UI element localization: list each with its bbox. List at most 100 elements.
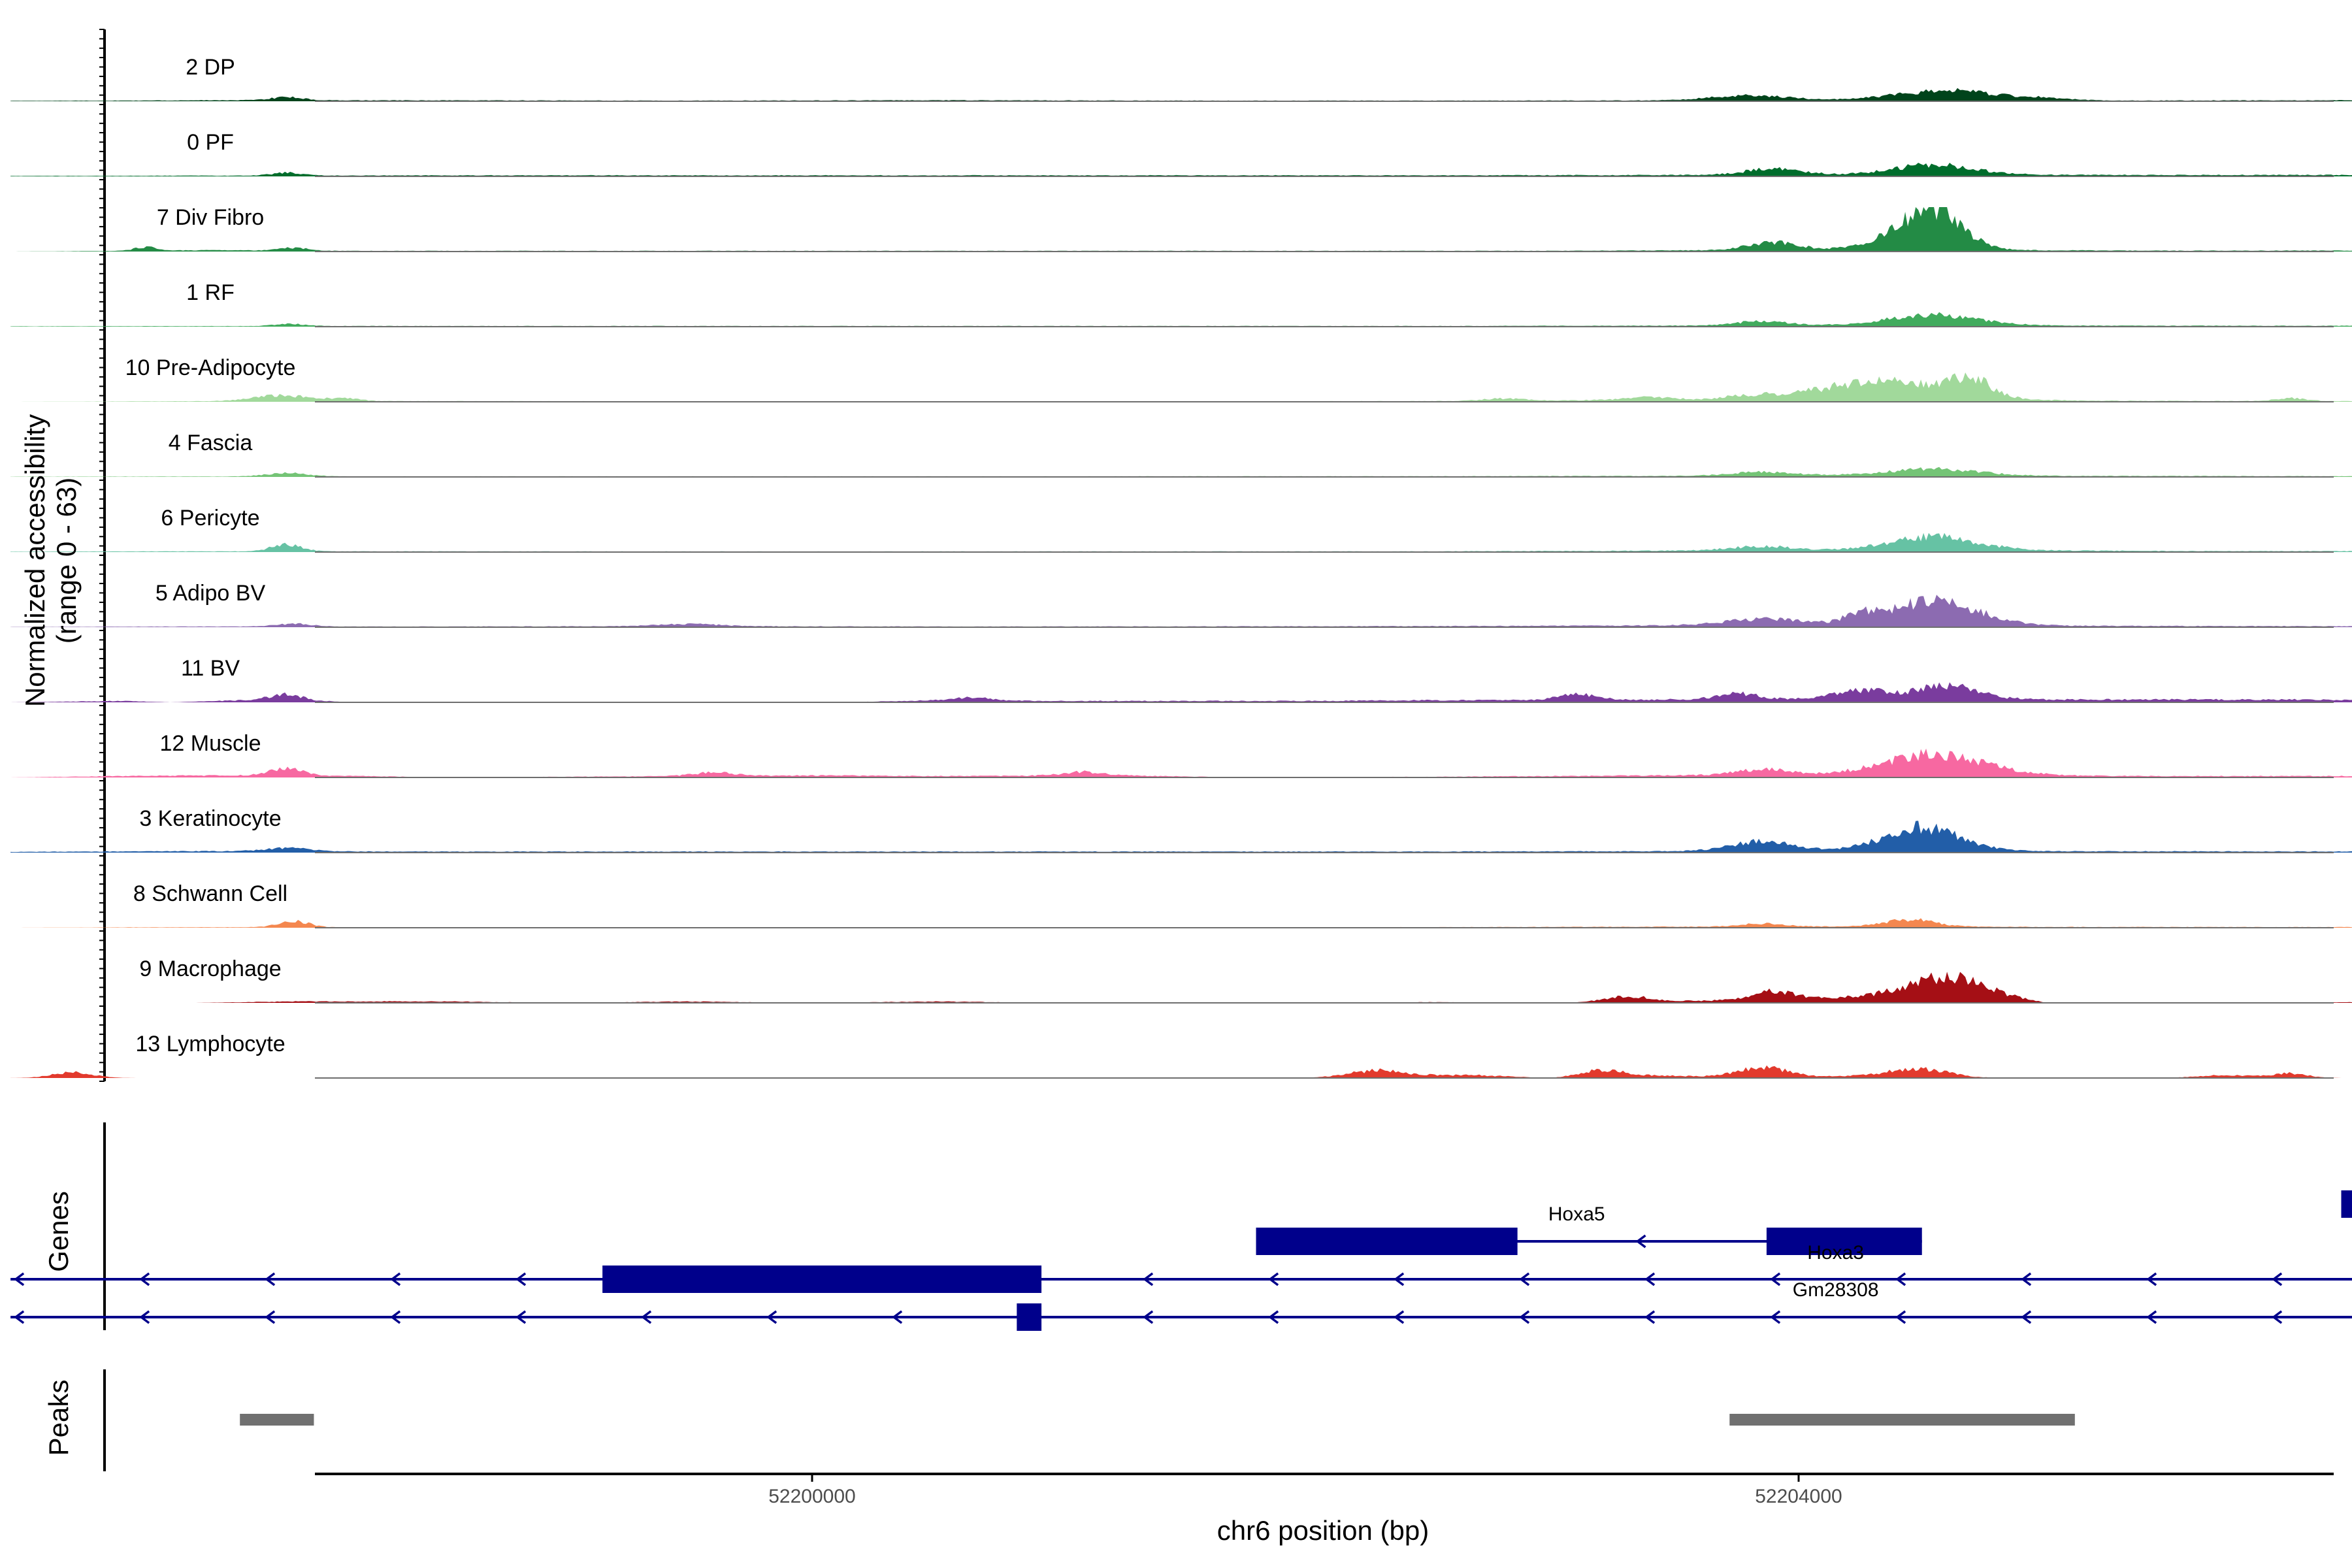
genes-panel: Hoxa6 Hoxa5 Hoxa3 Gm28308: [10, 1122, 2352, 1331]
y-axis-title: Normalized accessibility (range 0 - 63): [20, 414, 82, 707]
strand-arrow: [1143, 1272, 1154, 1286]
coverage-area: [10, 466, 2352, 477]
gene-label: Gm28308: [1793, 1279, 1879, 1301]
track-label: 7 Div Fibro: [157, 205, 264, 230]
strand-arrow: [641, 1310, 652, 1324]
peaks-panel: [103, 1369, 2075, 1471]
x-axis-title: chr6 position (bp): [1217, 1515, 1429, 1546]
track-label: 1 RF: [186, 280, 235, 305]
track-label: 10 Pre-Adipocyte: [125, 355, 296, 380]
coverage-area: [10, 163, 2352, 176]
track-label: 5 Adipo BV: [155, 581, 266, 606]
strand-arrow: [14, 1310, 25, 1324]
strand-arrow: [1519, 1310, 1530, 1324]
strand-arrow: [390, 1272, 401, 1286]
gene-exon: [1256, 1228, 1518, 1255]
strand-arrow: [1770, 1310, 1781, 1324]
track-label: 4 Fascia: [169, 431, 253, 455]
track-label: 2 DP: [186, 55, 235, 80]
track-3-keratinocyte: 3 Keratinocyte: [10, 806, 2352, 853]
strand-arrow: [1394, 1310, 1405, 1324]
coverage-area: [10, 372, 2352, 402]
track-11-bv: 11 BV: [10, 656, 2352, 703]
track-9-macrophage: 9 Macrophage: [10, 956, 2352, 1004]
gene-exon: [602, 1266, 1042, 1293]
coverage-area: [10, 1065, 2352, 1078]
strand-arrow: [390, 1310, 401, 1324]
coverage-area: [10, 207, 2352, 252]
strand-arrow: [515, 1272, 527, 1286]
peaks-axis-title: Peaks: [43, 1380, 74, 1456]
strand-arrow: [2146, 1272, 2157, 1286]
strand-arrow: [1644, 1272, 1656, 1286]
coverage-area: [10, 682, 2352, 702]
coverage-area: [10, 918, 2352, 928]
coverage-tracks: 2 DP 0 PF 7 Div Fibro 1 RF 10 Pre-Adipocyte 4…: [10, 55, 2352, 1079]
coverage-area: [10, 972, 2352, 1003]
strand-arrow: [1895, 1310, 1906, 1324]
track-13-lymphocyte: 13 Lymphocyte: [10, 1032, 2352, 1079]
strand-arrow: [892, 1310, 903, 1324]
track-label: 11 BV: [181, 656, 240, 681]
y-axis-title-line2: (range 0 - 63): [51, 478, 82, 644]
strand-arrow: [1895, 1272, 1906, 1286]
gene-label: Hoxa3: [1807, 1242, 1864, 1264]
track-label: 3 Keratinocyte: [139, 806, 281, 831]
strand-arrow: [766, 1310, 777, 1324]
strand-arrow: [2146, 1310, 2157, 1324]
track-label: 12 Muscle: [160, 731, 261, 756]
track-12-muscle: 12 Muscle: [10, 731, 2352, 778]
strand-arrow: [515, 1310, 527, 1324]
peak-region: [1729, 1414, 2075, 1426]
coverage-area: [10, 532, 2352, 552]
track-label: 6 Pericyte: [161, 506, 259, 531]
strand-arrow: [265, 1272, 276, 1286]
coverage-area: [10, 312, 2352, 327]
gene-label: Hoxa5: [1548, 1203, 1605, 1225]
strand-arrow: [139, 1272, 150, 1286]
track-8-schwann-cell: 8 Schwann Cell: [10, 881, 2352, 928]
gene-exon: [2341, 1190, 2352, 1218]
track-label: 13 Lymphocyte: [135, 1032, 285, 1056]
track-1-rf: 1 RF: [10, 280, 2352, 327]
gene-hoxa5: Hoxa5: [1256, 1203, 1922, 1255]
track-label: 9 Macrophage: [139, 956, 281, 981]
coverage-area: [10, 821, 2352, 853]
strand-arrow: [2021, 1310, 2032, 1324]
x-axis: 52200000522040005220800052212000: [315, 1473, 2334, 1507]
strand-arrow: [1268, 1310, 1279, 1324]
x-tick-label: 52200000: [768, 1486, 855, 1507]
track-2-dp: 2 DP: [10, 55, 2352, 102]
strand-arrow: [2272, 1310, 2283, 1324]
track-0-pf: 0 PF: [10, 130, 2352, 177]
strand-arrow: [1143, 1310, 1154, 1324]
strand-arrow: [139, 1310, 150, 1324]
y-axis-title-line1: Normalized accessibility: [20, 414, 50, 707]
coverage-area: [10, 748, 2352, 777]
gene-exon: [1766, 1228, 1922, 1255]
gene-gm28308: Gm28308: [10, 1279, 2352, 1331]
strand-arrow: [1394, 1272, 1405, 1286]
strand-arrow: [1635, 1234, 1646, 1249]
strand-arrow: [14, 1272, 25, 1286]
strand-arrow: [1644, 1310, 1656, 1324]
strand-arrow: [265, 1310, 276, 1324]
genes-axis-title: Genes: [43, 1191, 74, 1272]
x-tick-label: 52204000: [1755, 1486, 1842, 1507]
strand-arrow: [1268, 1272, 1279, 1286]
track-7-div-fibro: 7 Div Fibro: [10, 205, 2352, 252]
track-10-pre-adipocyte: 10 Pre-Adipocyte: [10, 355, 2352, 402]
track-5-adipo-bv: 5 Adipo BV: [10, 581, 2352, 628]
coverage-area: [10, 88, 2352, 101]
peak-region: [240, 1414, 314, 1426]
strand-arrow: [1770, 1272, 1781, 1286]
gene-hoxa6: Hoxa6: [2341, 1190, 2352, 1218]
track-label: 8 Schwann Cell: [133, 881, 287, 906]
strand-arrow: [1519, 1272, 1530, 1286]
gene-hoxa3: Hoxa3: [10, 1242, 2352, 1293]
strand-arrow: [2021, 1272, 2032, 1286]
track-4-fascia: 4 Fascia: [10, 431, 2352, 478]
gene-exon: [1017, 1303, 1042, 1331]
strand-arrow: [2272, 1272, 2283, 1286]
